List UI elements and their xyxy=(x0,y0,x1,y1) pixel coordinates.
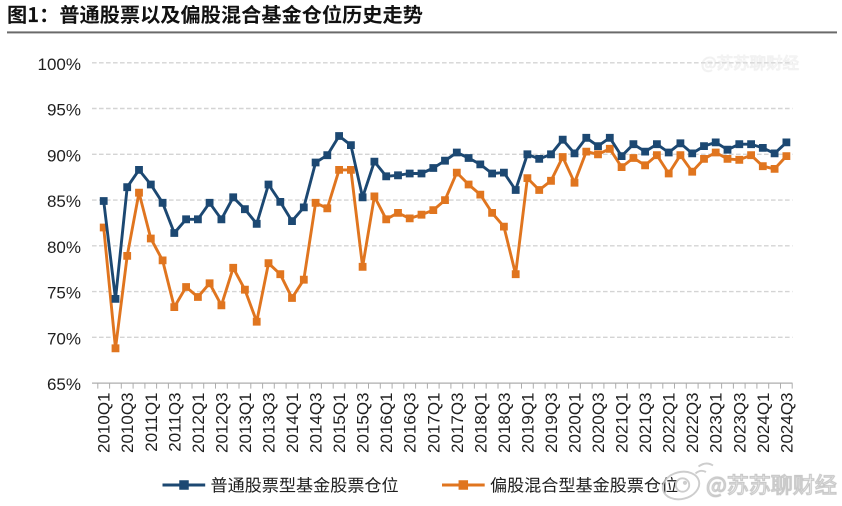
svg-text:2022Q3: 2022Q3 xyxy=(683,393,702,454)
svg-text:100%: 100% xyxy=(38,55,81,74)
svg-text:70%: 70% xyxy=(47,329,81,348)
svg-text:2010Q3: 2010Q3 xyxy=(118,393,137,454)
svg-text:2011Q3: 2011Q3 xyxy=(165,393,184,452)
svg-text:2018Q1: 2018Q1 xyxy=(471,393,490,454)
svg-text:2011Q1: 2011Q1 xyxy=(142,393,161,452)
svg-text:2015Q3: 2015Q3 xyxy=(354,393,373,454)
svg-text:2020Q3: 2020Q3 xyxy=(589,393,608,454)
svg-text:2014Q3: 2014Q3 xyxy=(307,393,326,454)
svg-text:2013Q3: 2013Q3 xyxy=(260,393,279,454)
svg-text:2014Q1: 2014Q1 xyxy=(283,393,302,454)
svg-text:2023Q1: 2023Q1 xyxy=(707,393,726,454)
svg-text:2021Q1: 2021Q1 xyxy=(613,393,632,454)
svg-text:2024Q1: 2024Q1 xyxy=(754,393,773,454)
svg-text:2017Q3: 2017Q3 xyxy=(448,393,467,454)
svg-text:2017Q1: 2017Q1 xyxy=(424,393,443,454)
svg-text:2016Q1: 2016Q1 xyxy=(377,393,396,454)
svg-text:2019Q1: 2019Q1 xyxy=(518,393,537,454)
svg-text:2010Q1: 2010Q1 xyxy=(95,393,114,454)
svg-text:80%: 80% xyxy=(47,238,81,257)
svg-text:2012Q3: 2012Q3 xyxy=(212,393,231,454)
svg-text:2020Q1: 2020Q1 xyxy=(566,393,585,454)
svg-text:2013Q1: 2013Q1 xyxy=(236,393,255,454)
svg-text:2018Q3: 2018Q3 xyxy=(495,393,514,454)
svg-text:2023Q3: 2023Q3 xyxy=(730,393,749,454)
svg-text:75%: 75% xyxy=(47,284,81,303)
svg-text:2012Q1: 2012Q1 xyxy=(189,393,208,454)
svg-text:2021Q3: 2021Q3 xyxy=(636,393,655,454)
svg-text:2024Q3: 2024Q3 xyxy=(777,393,796,454)
svg-text:95%: 95% xyxy=(47,101,81,120)
svg-text:2016Q3: 2016Q3 xyxy=(401,393,420,454)
svg-text:2015Q1: 2015Q1 xyxy=(330,393,349,454)
svg-text:65%: 65% xyxy=(47,375,81,394)
svg-text:90%: 90% xyxy=(47,146,81,165)
svg-text:85%: 85% xyxy=(47,192,81,211)
svg-text:2019Q3: 2019Q3 xyxy=(542,393,561,454)
svg-text:2022Q1: 2022Q1 xyxy=(660,393,679,454)
